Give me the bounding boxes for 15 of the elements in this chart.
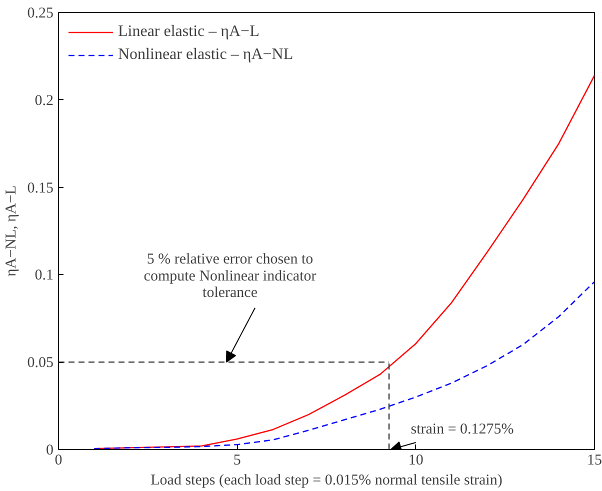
y-axis-title: ηA−NL, ηA−L [3,186,20,276]
x-tick-label: 15 [587,452,602,468]
x-axis-title: Load steps (each load step = 0.015% normal tensile strain) [150,472,502,488]
y-tick-label: 0.1 [34,268,54,284]
y-tick-label: 0.25 [27,6,54,22]
y-tick-label: 0.2 [34,92,54,109]
x-tick-label: 5 [233,452,241,468]
annotation: 5 % relative error chosen to compute Nonlinear indicator tolerance [144,252,316,301]
y-tick-label: 0.15 [27,180,54,196]
legend-label: Nonlinear elastic – ηA−NL [118,46,294,64]
y-tick-label: 0.05 [27,355,54,372]
legend-label: Linear elastic – ηA−L [118,23,260,41]
annotation: strain = 0.1275% [410,421,514,438]
x-tick-label: 10 [408,452,424,468]
y-tick-label: 0 [46,442,54,458]
